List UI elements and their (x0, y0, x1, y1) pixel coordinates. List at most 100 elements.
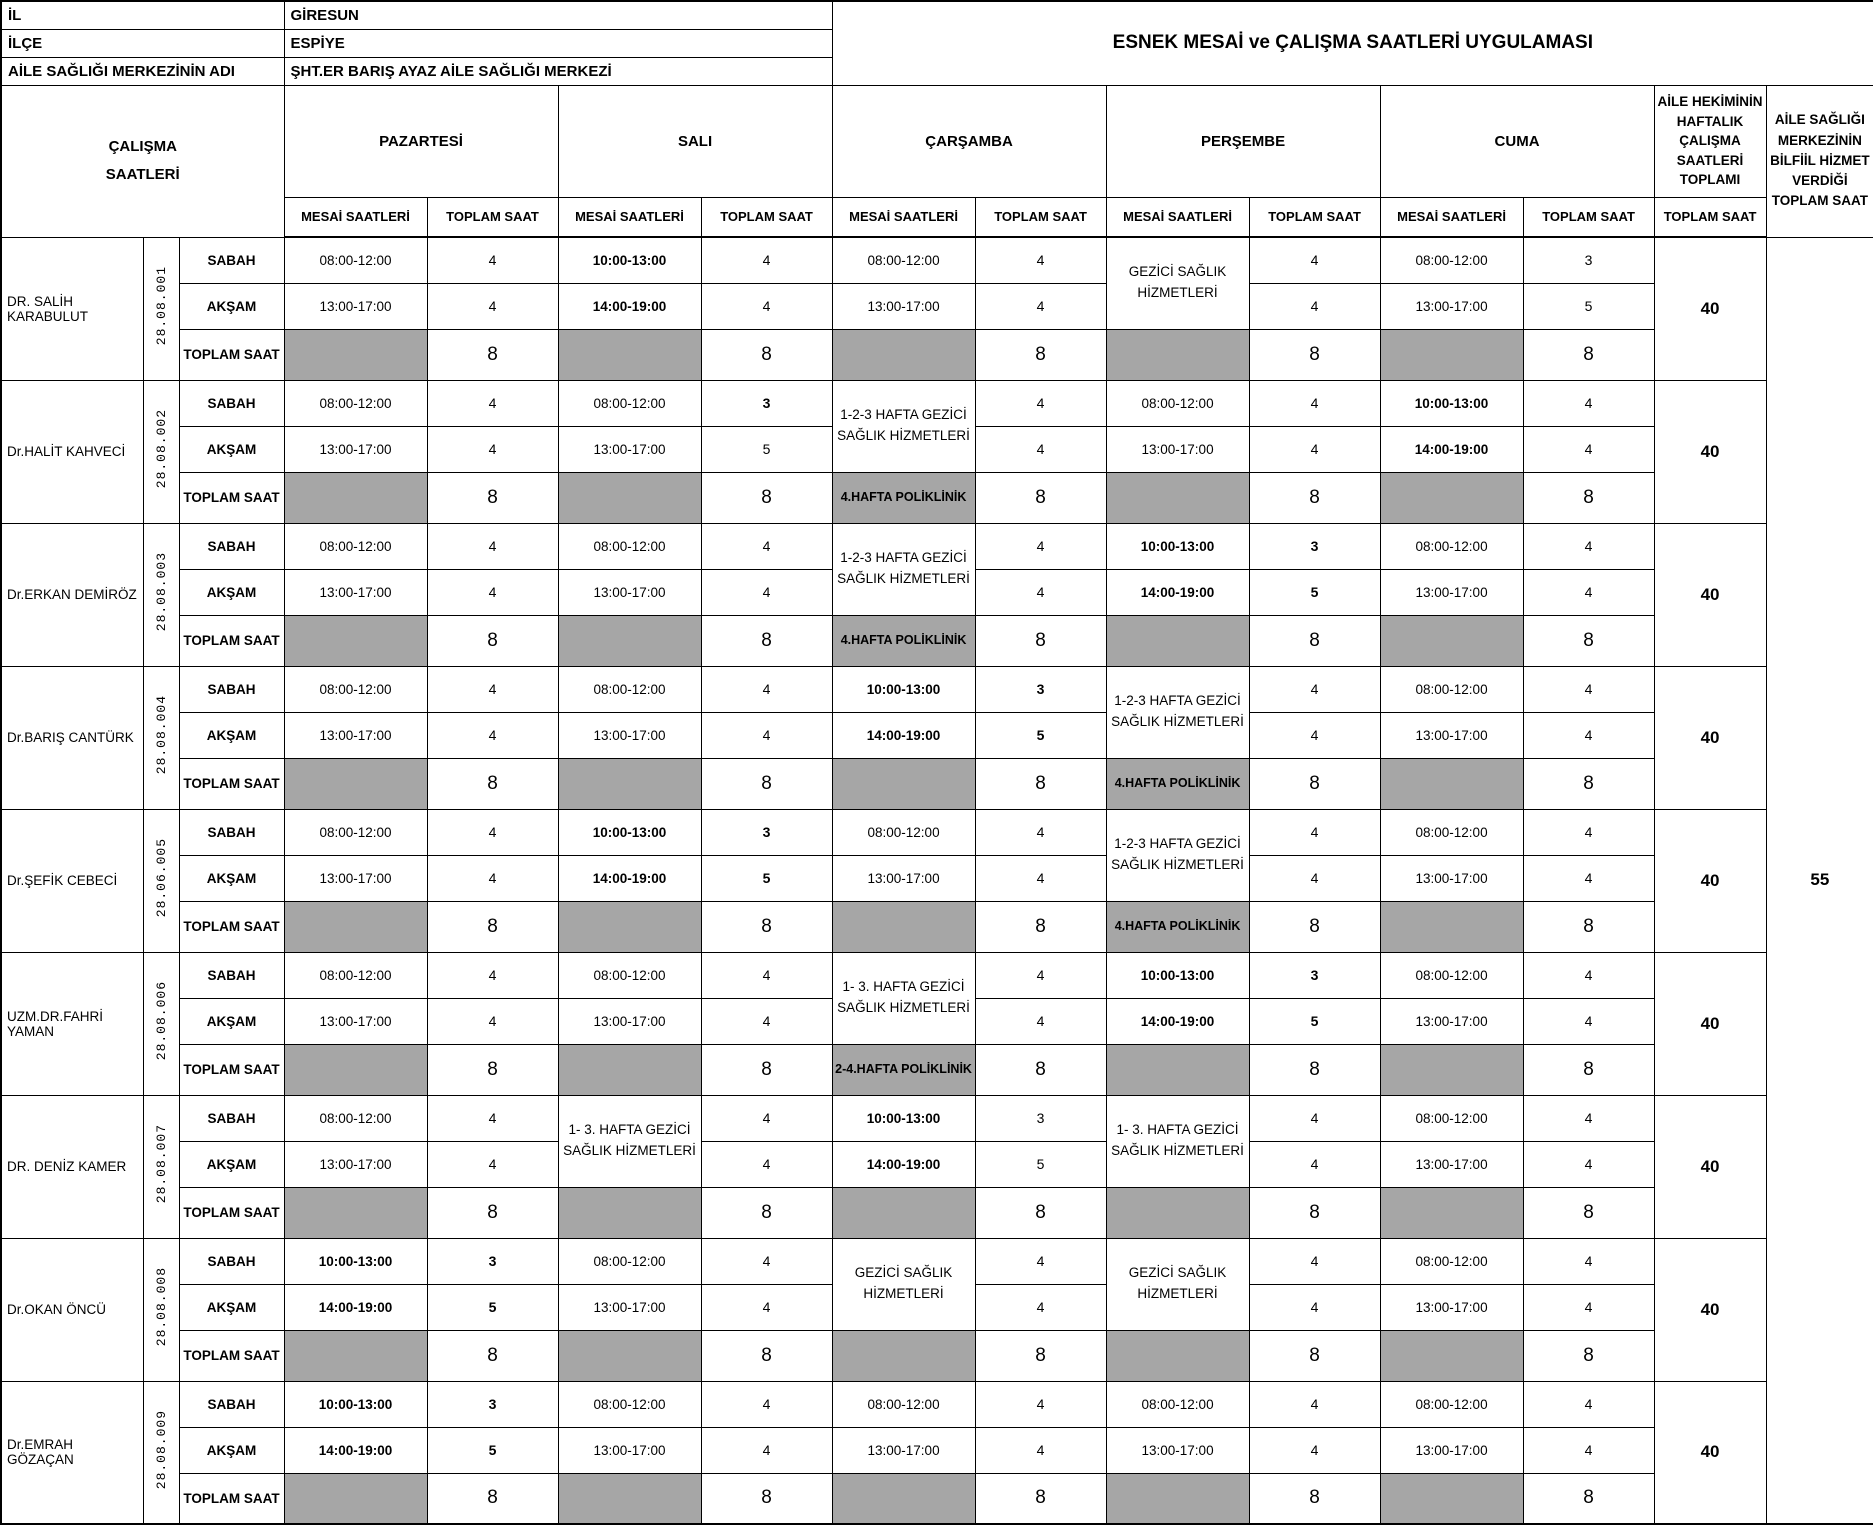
period-label-aksam: AKŞAM (178, 1283, 285, 1331)
toplam-hours-cell: 4 (700, 1426, 833, 1474)
daily-total-cell: 8 (974, 1043, 1107, 1096)
toplam-hours-cell: 4 (1248, 1283, 1381, 1331)
toplam-hours-cell: 3 (700, 379, 833, 427)
toplam-hours-cell: 4 (1248, 854, 1381, 902)
mesai-time-cell: 14:00-19:00 (557, 282, 702, 330)
period-label-aksam: AKŞAM (178, 425, 285, 473)
toplam-hours-cell: 4 (1248, 1426, 1381, 1474)
toplam-hours-cell: 4 (974, 997, 1107, 1045)
toplam-hours-cell: 4 (1522, 568, 1655, 616)
mesai-time-cell: 14:00-19:00 (283, 1426, 428, 1474)
toplam-hours-cell: 4 (1522, 665, 1655, 713)
mesai-time-cell: 08:00-12:00 (283, 522, 428, 570)
info-value-asm-adi: ŞHT.ER BARIŞ AYAZ AİLE SAĞLIĞI MERKEZİ (283, 56, 833, 86)
mesai-time-cell: 08:00-12:00 (557, 522, 702, 570)
mesai-time-cell: 13:00-17:00 (1105, 425, 1250, 473)
merged-service-cell: 1- 3. HAFTA GEZİCİ SAĞLIK HİZMETLERİ (831, 951, 976, 1045)
period-label-toplam: TOPLAM SAAT (178, 328, 285, 381)
mesai-time-cell: 08:00-12:00 (557, 1380, 702, 1428)
mesai-time-cell: 13:00-17:00 (557, 568, 702, 616)
gray-fill-cell (1379, 471, 1524, 524)
toplam-hours-cell: 5 (974, 1140, 1107, 1188)
header-calisma-saatleri-text: ÇALIŞMA SAATLERİ (105, 137, 180, 184)
daily-total-cell: 8 (1248, 1472, 1381, 1525)
toplam-hours-cell: 4 (1522, 522, 1655, 570)
gray-fill-cell (557, 471, 702, 524)
doctor-code: 28.08.009 (142, 1380, 180, 1525)
weekly-total-cell: 40 (1653, 379, 1767, 524)
mesai-time-cell: 10:00-13:00 (557, 808, 702, 856)
toplam-hours-cell: 4 (426, 1094, 559, 1142)
mesai-time-cell: 08:00-12:00 (831, 808, 976, 856)
daily-total-cell: 8 (974, 614, 1107, 667)
daily-total-cell: 8 (974, 757, 1107, 810)
merged-service-cell: GEZİCİ SAĞLIK HİZMETLERİ (1105, 1237, 1250, 1331)
merged-service-cell: GEZİCİ SAĞLIK HİZMETLERİ (1105, 236, 1250, 330)
info-label-asm-adi: AİLE SAĞLIĞI MERKEZİNİN ADI (0, 56, 285, 86)
gray-fill-cell (283, 1329, 428, 1382)
toplam-hours-cell: 4 (1248, 282, 1381, 330)
daily-total-cell: 8 (1522, 757, 1655, 810)
toplam-hours-cell: 4 (1522, 379, 1655, 427)
toplam-hours-cell: 4 (1248, 1380, 1381, 1428)
subheader-weekly-toplam: TOPLAM SAAT (1653, 196, 1767, 238)
doctor-code-text: 28.08.002 (153, 409, 169, 489)
toplam-hours-cell: 4 (1522, 997, 1655, 1045)
toplam-hours-cell: 4 (700, 1283, 833, 1331)
mesai-time-cell: 13:00-17:00 (831, 282, 976, 330)
gray-fill-cell (1105, 328, 1250, 381)
toplam-hours-cell: 4 (426, 854, 559, 902)
daily-total-cell: 8 (1248, 471, 1381, 524)
doctor-name: DR. DENİZ KAMER (0, 1094, 144, 1239)
mesai-time-cell: 08:00-12:00 (1379, 665, 1524, 713)
gray-fill-cell (283, 757, 428, 810)
gray-fill-cell (1105, 1472, 1250, 1525)
toplam-hours-cell: 4 (974, 282, 1107, 330)
mesai-time-cell: 13:00-17:00 (557, 425, 702, 473)
toplam-hours-cell: 3 (974, 1094, 1107, 1142)
mesai-time-cell: 13:00-17:00 (1379, 1426, 1524, 1474)
mesai-time-cell: 08:00-12:00 (283, 665, 428, 713)
period-label-toplam: TOPLAM SAAT (178, 1472, 285, 1525)
daily-total-cell: 8 (1522, 900, 1655, 953)
toplam-hours-cell: 4 (1248, 379, 1381, 427)
gray-fill-cell (557, 328, 702, 381)
doctor-code: 28.06.005 (142, 808, 180, 953)
daily-total-cell: 8 (700, 1043, 833, 1096)
daily-total-cell: 8 (1522, 1186, 1655, 1239)
mesai-time-cell: 08:00-12:00 (283, 236, 428, 284)
doctor-name: Dr.HALİT KAHVECİ (0, 379, 144, 524)
toplam-hours-cell: 4 (426, 236, 559, 284)
period-label-toplam: TOPLAM SAAT (178, 900, 285, 953)
merged-service-cell: 1-2-3 HAFTA GEZİCİ SAĞLIK HİZMETLERİ (1105, 808, 1250, 902)
toplam-hours-cell: 4 (700, 1140, 833, 1188)
header-day-persembe: PERŞEMBE (1105, 84, 1381, 198)
daily-total-cell: 8 (426, 328, 559, 381)
period-label-toplam: TOPLAM SAAT (178, 1186, 285, 1239)
mesai-time-cell: 13:00-17:00 (283, 711, 428, 759)
header-day-sali: SALI (557, 84, 833, 198)
subheader-toplam-cuma: TOPLAM SAAT (1522, 196, 1655, 238)
subheader-toplam-pazartesi: TOPLAM SAAT (426, 196, 559, 238)
header-day-cuma: CUMA (1379, 84, 1655, 198)
toplam-hours-cell: 4 (1522, 808, 1655, 856)
gray-fill-cell (557, 900, 702, 953)
gray-fill-cell (831, 1472, 976, 1525)
toplam-hours-cell: 3 (426, 1380, 559, 1428)
mesai-time-cell: 08:00-12:00 (1379, 951, 1524, 999)
page-title: ESNEK MESAİ ve ÇALIŞMA SAATLERİ UYGULAMA… (831, 0, 1873, 86)
asm-total-cell: 55 (1765, 236, 1873, 1525)
mesai-time-cell: 13:00-17:00 (283, 997, 428, 1045)
daily-total-cell: 8 (974, 471, 1107, 524)
gray-fill-cell (1379, 900, 1524, 953)
subheader-mesai-persembe: MESAİ SAATLERİ (1105, 196, 1250, 238)
daily-total-cell: 8 (700, 757, 833, 810)
weekly-total-cell: 40 (1653, 1094, 1767, 1239)
toplam-hours-cell: 3 (1248, 951, 1381, 999)
daily-total-cell: 8 (1522, 1043, 1655, 1096)
mesai-time-cell: 13:00-17:00 (1379, 1283, 1524, 1331)
toplam-hours-cell: 4 (1522, 1283, 1655, 1331)
gray-fill-cell (1105, 1329, 1250, 1382)
gray-fill-cell: 4.HAFTA POLİKLİNİK (1105, 900, 1250, 953)
doctor-code: 28.08.004 (142, 665, 180, 810)
